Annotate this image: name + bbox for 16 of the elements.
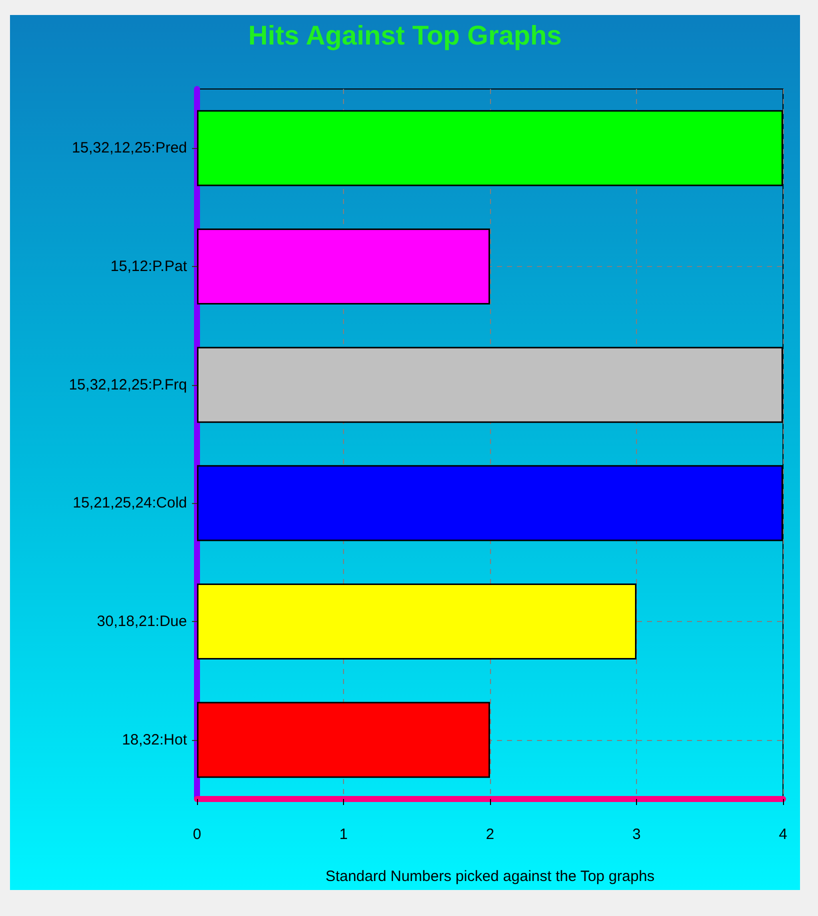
chart-title: Hits Against Top Graphs (248, 20, 562, 50)
bar (197, 702, 490, 778)
y-tick-label: 30,18,21:Due (96, 613, 187, 630)
x-tick-label: 0 (192, 826, 202, 843)
y-tick-label: 15,21,25,24:Cold (72, 494, 187, 512)
y-tick-label: 15,32,12,25:P.Frq (68, 376, 187, 394)
y-tick-label: 18,32:Hot (122, 731, 188, 748)
y-tick-label: 15,12:P.Pat (110, 258, 188, 275)
x-tick-label: 2 (486, 826, 494, 843)
bar (197, 584, 636, 660)
x-tick-label: 3 (632, 826, 641, 843)
y-tick-label: 15,32,12,25:Pred (72, 140, 187, 157)
x-axis-title: Standard Numbers picked against the Top graphs (325, 868, 655, 885)
x-tick-label: 1 (339, 826, 348, 843)
x-tick-label: 4 (778, 826, 788, 843)
bar (197, 228, 490, 304)
